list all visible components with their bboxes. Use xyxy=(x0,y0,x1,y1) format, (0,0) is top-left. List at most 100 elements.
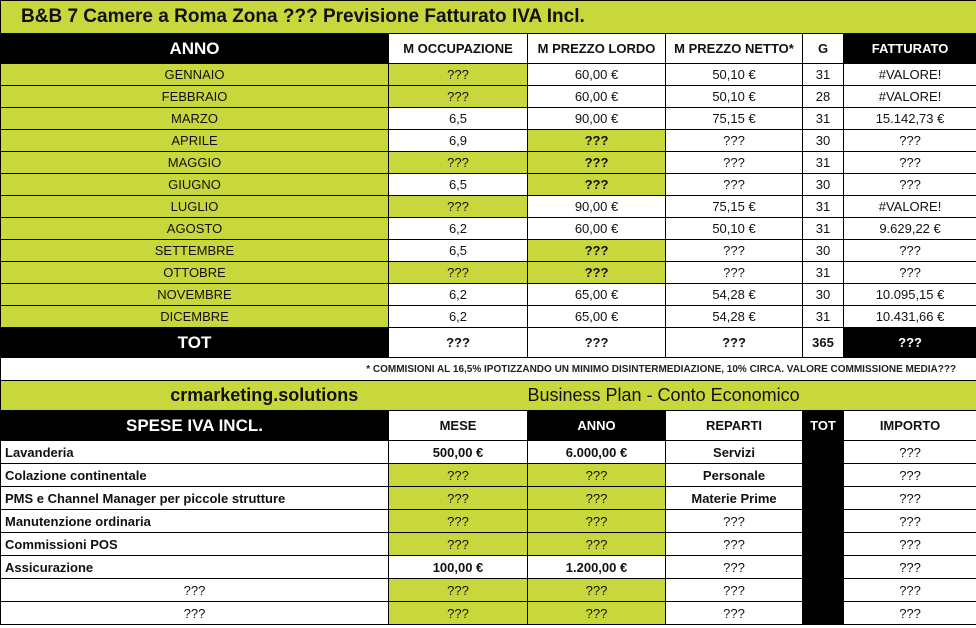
month-cell[interactable]: MAGGIO xyxy=(0,151,389,174)
occupazione-cell[interactable]: 6,9 xyxy=(388,129,528,152)
fatturato-cell[interactable]: #VALORE! xyxy=(842,195,976,218)
tot-cell[interactable] xyxy=(802,578,844,602)
giorni-cell[interactable]: 31 xyxy=(802,217,844,240)
expense-name-cell[interactable]: PMS e Channel Manager per piccole strutt… xyxy=(0,486,389,510)
total-prezzo-netto[interactable]: ??? xyxy=(665,327,803,358)
reparti-cell[interactable]: ??? xyxy=(665,578,803,602)
occupazione-cell[interactable]: 6,5 xyxy=(388,107,528,130)
fatturato-cell[interactable]: ??? xyxy=(842,261,976,284)
fatturato-cell[interactable]: ??? xyxy=(842,173,976,196)
fatturato-cell[interactable]: 15.142,73 € xyxy=(842,107,976,130)
reparti-cell[interactable]: Materie Prime xyxy=(665,486,803,510)
mese-cell[interactable]: ??? xyxy=(388,532,528,556)
prezzo-lordo-cell[interactable]: 65,00 € xyxy=(527,283,666,306)
occupazione-cell[interactable]: ??? xyxy=(388,151,528,174)
prezzo-lordo-cell[interactable]: 60,00 € xyxy=(527,217,666,240)
tot-cell[interactable] xyxy=(802,601,844,625)
prezzo-netto-cell[interactable]: ??? xyxy=(665,173,803,196)
giorni-cell[interactable]: 30 xyxy=(802,173,844,196)
reparti-cell[interactable]: ??? xyxy=(665,509,803,533)
occupazione-cell[interactable]: 6,2 xyxy=(388,217,528,240)
prezzo-netto-cell[interactable]: ??? xyxy=(665,151,803,174)
total-occupazione[interactable]: ??? xyxy=(388,327,528,358)
occupazione-cell[interactable]: ??? xyxy=(388,261,528,284)
expense-name-cell[interactable]: Colazione continentale xyxy=(0,463,389,487)
tot-cell[interactable] xyxy=(802,509,844,533)
anno-cell[interactable]: ??? xyxy=(527,509,666,533)
anno-cell[interactable]: ??? xyxy=(527,463,666,487)
reparti-cell[interactable]: Servizi xyxy=(665,440,803,464)
total-prezzo-lordo[interactable]: ??? xyxy=(527,327,666,358)
month-cell[interactable]: FEBBRAIO xyxy=(0,85,389,108)
prezzo-lordo-cell[interactable]: 60,00 € xyxy=(527,85,666,108)
reparti-cell[interactable]: ??? xyxy=(665,555,803,579)
prezzo-lordo-cell[interactable]: 65,00 € xyxy=(527,305,666,328)
month-cell[interactable]: GIUGNO xyxy=(0,173,389,196)
expense-name-cell[interactable]: Manutenzione ordinaria xyxy=(0,509,389,533)
expense-name-cell[interactable]: ??? xyxy=(0,578,389,602)
mese-cell[interactable]: ??? xyxy=(388,578,528,602)
occupazione-cell[interactable]: 6,2 xyxy=(388,283,528,306)
prezzo-lordo-cell[interactable]: 90,00 € xyxy=(527,107,666,130)
tot-cell[interactable] xyxy=(802,486,844,510)
anno-cell[interactable]: ??? xyxy=(527,532,666,556)
importo-cell[interactable]: ??? xyxy=(842,578,976,602)
fatturato-cell[interactable]: ??? xyxy=(842,151,976,174)
giorni-cell[interactable]: 30 xyxy=(802,283,844,306)
month-cell[interactable]: LUGLIO xyxy=(0,195,389,218)
mese-cell[interactable]: 500,00 € xyxy=(388,440,528,464)
prezzo-lordo-cell[interactable]: ??? xyxy=(527,151,666,174)
month-cell[interactable]: NOVEMBRE xyxy=(0,283,389,306)
tot-cell[interactable] xyxy=(802,555,844,579)
mese-cell[interactable]: 100,00 € xyxy=(388,555,528,579)
prezzo-netto-cell[interactable]: 50,10 € xyxy=(665,217,803,240)
total-fatturato[interactable]: ??? xyxy=(842,327,976,358)
giorni-cell[interactable]: 31 xyxy=(802,195,844,218)
prezzo-netto-cell[interactable]: 75,15 € xyxy=(665,195,803,218)
prezzo-lordo-cell[interactable]: ??? xyxy=(527,173,666,196)
mese-cell[interactable]: ??? xyxy=(388,463,528,487)
prezzo-lordo-cell[interactable]: ??? xyxy=(527,261,666,284)
occupazione-cell[interactable]: 6,5 xyxy=(388,173,528,196)
fatturato-cell[interactable]: ??? xyxy=(842,129,976,152)
prezzo-lordo-cell[interactable]: ??? xyxy=(527,239,666,262)
prezzo-netto-cell[interactable]: 50,10 € xyxy=(665,63,803,86)
prezzo-lordo-cell[interactable]: 90,00 € xyxy=(527,195,666,218)
expense-name-cell[interactable]: ??? xyxy=(0,601,389,625)
tot-cell[interactable] xyxy=(802,463,844,487)
tot-cell[interactable] xyxy=(802,532,844,556)
giorni-cell[interactable]: 31 xyxy=(802,63,844,86)
month-cell[interactable]: AGOSTO xyxy=(0,217,389,240)
importo-cell[interactable]: ??? xyxy=(842,440,976,464)
fatturato-cell[interactable]: 10.095,15 € xyxy=(842,283,976,306)
importo-cell[interactable]: ??? xyxy=(842,555,976,579)
month-cell[interactable]: DICEMBRE xyxy=(0,305,389,328)
expense-name-cell[interactable]: Commissioni POS xyxy=(0,532,389,556)
expense-name-cell[interactable]: Assicurazione xyxy=(0,555,389,579)
giorni-cell[interactable]: 31 xyxy=(802,261,844,284)
anno-cell[interactable]: 6.000,00 € xyxy=(527,440,666,464)
importo-cell[interactable]: ??? xyxy=(842,532,976,556)
reparti-cell[interactable]: ??? xyxy=(665,601,803,625)
giorni-cell[interactable]: 31 xyxy=(802,151,844,174)
tot-cell[interactable] xyxy=(802,440,844,464)
fatturato-cell[interactable]: ??? xyxy=(842,239,976,262)
mese-cell[interactable]: ??? xyxy=(388,601,528,625)
giorni-cell[interactable]: 30 xyxy=(802,129,844,152)
prezzo-netto-cell[interactable]: 50,10 € xyxy=(665,85,803,108)
reparti-cell[interactable]: ??? xyxy=(665,532,803,556)
giorni-cell[interactable]: 30 xyxy=(802,239,844,262)
month-cell[interactable]: OTTOBRE xyxy=(0,261,389,284)
fatturato-cell[interactable]: #VALORE! xyxy=(842,85,976,108)
importo-cell[interactable]: ??? xyxy=(842,509,976,533)
anno-cell[interactable]: 1.200,00 € xyxy=(527,555,666,579)
occupazione-cell[interactable]: ??? xyxy=(388,85,528,108)
anno-cell[interactable]: ??? xyxy=(527,578,666,602)
prezzo-lordo-cell[interactable]: ??? xyxy=(527,129,666,152)
anno-cell[interactable]: ??? xyxy=(527,486,666,510)
occupazione-cell[interactable]: 6,5 xyxy=(388,239,528,262)
expense-name-cell[interactable]: Lavanderia xyxy=(0,440,389,464)
month-cell[interactable]: GENNAIO xyxy=(0,63,389,86)
mese-cell[interactable]: ??? xyxy=(388,509,528,533)
giorni-cell[interactable]: 28 xyxy=(802,85,844,108)
